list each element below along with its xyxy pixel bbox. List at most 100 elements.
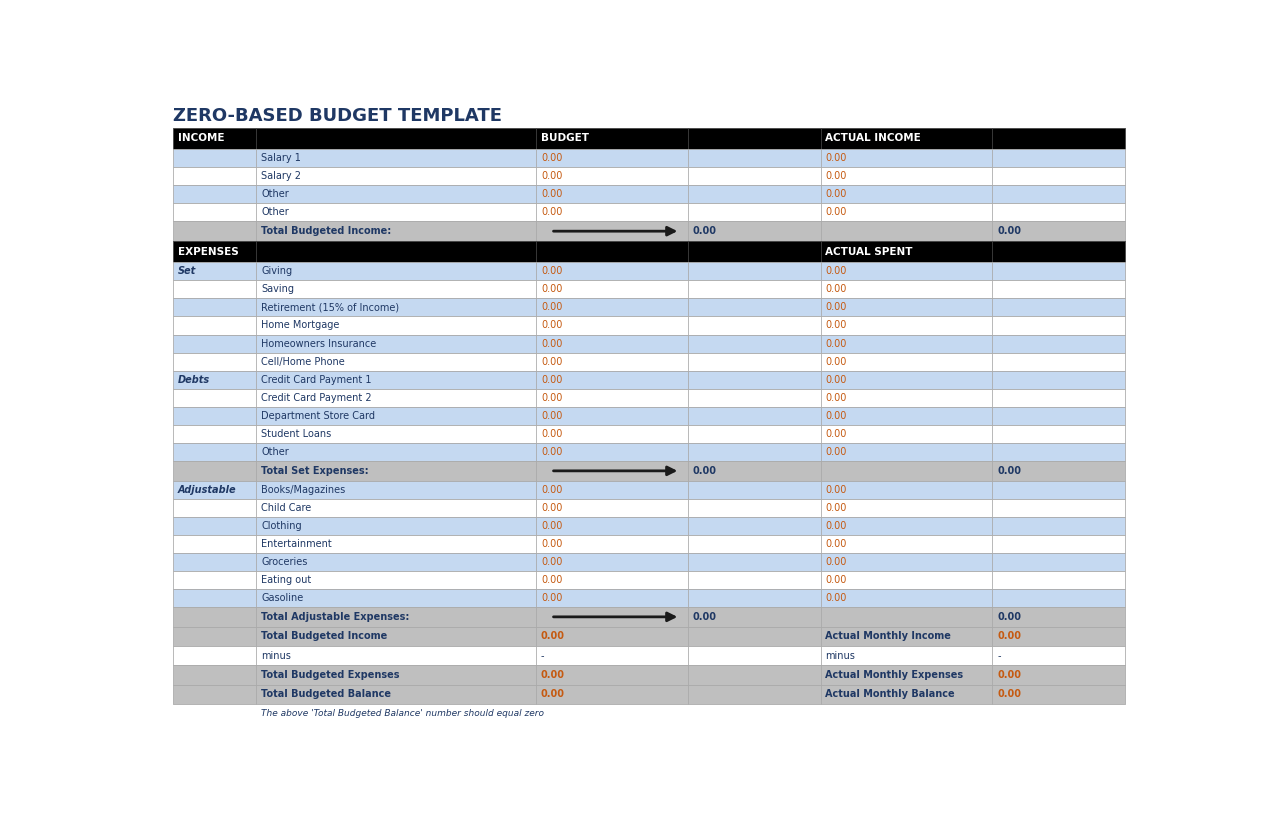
- Text: Other: Other: [261, 207, 289, 217]
- Bar: [173, 517, 256, 534]
- Bar: [173, 371, 1124, 388]
- Text: Actual Monthly Balance: Actual Monthly Balance: [825, 690, 955, 700]
- Bar: [173, 685, 1124, 704]
- Bar: [256, 371, 536, 388]
- Bar: [689, 665, 820, 685]
- Bar: [820, 371, 993, 388]
- Text: 0.00: 0.00: [541, 539, 562, 549]
- Bar: [256, 534, 536, 553]
- Bar: [689, 128, 820, 149]
- Bar: [820, 388, 993, 407]
- Bar: [689, 335, 820, 352]
- Text: 0.00: 0.00: [541, 171, 562, 181]
- Bar: [256, 498, 536, 517]
- Bar: [689, 203, 820, 221]
- Text: 0.00: 0.00: [541, 485, 562, 494]
- Bar: [173, 335, 256, 352]
- Bar: [993, 185, 1124, 203]
- Bar: [993, 352, 1124, 371]
- Text: The above 'Total Budgeted Balance' number should equal zero: The above 'Total Budgeted Balance' numbe…: [261, 709, 544, 718]
- Text: 0.00: 0.00: [825, 429, 847, 439]
- Text: minus: minus: [261, 650, 291, 660]
- Bar: [173, 589, 256, 607]
- Bar: [173, 241, 256, 263]
- Bar: [536, 534, 689, 553]
- Text: ACTUAL INCOME: ACTUAL INCOME: [825, 133, 922, 143]
- Bar: [689, 481, 820, 498]
- Bar: [820, 203, 993, 221]
- Bar: [536, 443, 689, 461]
- Text: Total Budgeted Income: Total Budgeted Income: [261, 631, 387, 641]
- Bar: [173, 407, 1124, 425]
- Bar: [173, 128, 256, 149]
- Bar: [689, 571, 820, 589]
- Bar: [536, 167, 689, 185]
- Bar: [173, 461, 1124, 481]
- Bar: [820, 425, 993, 443]
- Text: 0.00: 0.00: [825, 521, 847, 531]
- Bar: [820, 665, 993, 685]
- Bar: [256, 352, 536, 371]
- Bar: [256, 167, 536, 185]
- Bar: [256, 185, 536, 203]
- Bar: [173, 571, 256, 589]
- Bar: [173, 316, 1124, 335]
- Text: Total Budgeted Expenses: Total Budgeted Expenses: [261, 670, 400, 680]
- Bar: [173, 149, 1124, 167]
- Text: 0.00: 0.00: [541, 190, 562, 200]
- Bar: [689, 443, 820, 461]
- Bar: [536, 299, 689, 316]
- Bar: [173, 481, 256, 498]
- Bar: [173, 646, 1124, 665]
- Text: 0.00: 0.00: [825, 539, 847, 549]
- Bar: [173, 299, 256, 316]
- Bar: [993, 534, 1124, 553]
- Text: -: -: [541, 650, 544, 660]
- Text: 0.00: 0.00: [693, 227, 717, 236]
- Text: 0.00: 0.00: [825, 266, 847, 276]
- Bar: [256, 627, 536, 646]
- Bar: [536, 461, 689, 481]
- Bar: [536, 280, 689, 299]
- Bar: [993, 571, 1124, 589]
- Text: Credit Card Payment 1: Credit Card Payment 1: [261, 375, 372, 385]
- Text: 0.00: 0.00: [825, 593, 847, 603]
- Bar: [536, 553, 689, 571]
- Text: 0.00: 0.00: [541, 302, 562, 312]
- Bar: [173, 352, 1124, 371]
- Bar: [536, 203, 689, 221]
- Bar: [256, 203, 536, 221]
- Bar: [820, 481, 993, 498]
- Bar: [689, 534, 820, 553]
- Text: Set: Set: [177, 266, 196, 276]
- Bar: [689, 299, 820, 316]
- Text: Books/Magazines: Books/Magazines: [261, 485, 346, 494]
- Bar: [173, 607, 256, 627]
- Bar: [689, 589, 820, 607]
- Bar: [256, 607, 536, 627]
- Bar: [820, 316, 993, 335]
- Bar: [993, 149, 1124, 167]
- Text: 0.00: 0.00: [825, 339, 847, 348]
- Bar: [993, 407, 1124, 425]
- Bar: [689, 685, 820, 704]
- Bar: [820, 149, 993, 167]
- Text: 0.00: 0.00: [693, 612, 717, 622]
- Bar: [536, 221, 689, 241]
- Bar: [256, 316, 536, 335]
- Bar: [993, 646, 1124, 665]
- Bar: [173, 388, 1124, 407]
- Text: 0.00: 0.00: [541, 375, 562, 385]
- Bar: [993, 517, 1124, 534]
- Text: 0.00: 0.00: [541, 266, 562, 276]
- Bar: [173, 627, 256, 646]
- Bar: [536, 371, 689, 388]
- Bar: [256, 388, 536, 407]
- Bar: [689, 388, 820, 407]
- Bar: [820, 167, 993, 185]
- Bar: [173, 627, 1124, 646]
- Bar: [689, 280, 820, 299]
- Bar: [256, 517, 536, 534]
- Bar: [820, 627, 993, 646]
- Bar: [173, 498, 1124, 517]
